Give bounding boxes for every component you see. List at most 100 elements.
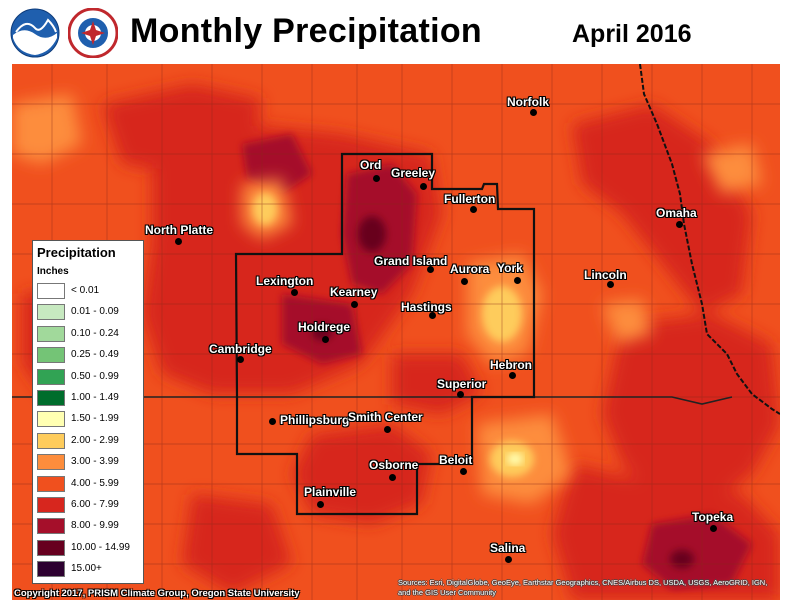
county-grid xyxy=(12,64,780,600)
zone-beloit-driest xyxy=(507,453,523,465)
map-title: Monthly Precipitation xyxy=(130,12,482,50)
legend-swatch xyxy=(37,497,65,513)
city-label-kearney: Kearney xyxy=(330,285,378,299)
legend-units: Inches xyxy=(37,266,69,277)
legend-item: 15.00+ xyxy=(37,561,141,579)
city-label-fullerton: Fullerton xyxy=(444,192,496,206)
city-dot-fullerton xyxy=(470,206,477,213)
legend-title: Precipitation xyxy=(37,245,116,260)
legend-swatch xyxy=(37,539,65,556)
legend-label: 1.50 - 1.99 xyxy=(71,413,119,425)
city-dot-osborne xyxy=(389,474,396,481)
city-dot-lexington xyxy=(291,289,298,296)
city-dot-topeka xyxy=(710,525,717,532)
precipitation-legend: Precipitation Inches < 0.01 0.01 - 0.09 0.… xyxy=(32,240,144,584)
city-dot-cambridge xyxy=(237,356,244,363)
city-dot-kearney xyxy=(351,301,358,308)
city-dot-hastings xyxy=(429,312,436,319)
legend-item: 2.00 - 2.99 xyxy=(37,432,141,451)
header: Monthly Precipitation April 2016 xyxy=(0,0,792,62)
city-label-hastings: Hastings xyxy=(401,300,452,314)
legend-item: 3.00 - 3.99 xyxy=(37,454,141,472)
city-label-aurora: Aurora xyxy=(450,262,490,276)
city-label-north-platte: North Platte xyxy=(145,223,214,237)
city-label-plainville: Plainville xyxy=(304,485,357,499)
zone-superior xyxy=(392,354,482,414)
legend-swatch xyxy=(37,432,65,449)
zone-ks-central xyxy=(292,424,432,524)
legend-swatch xyxy=(37,325,65,342)
legend-item: 6.00 - 7.99 xyxy=(37,497,141,515)
city-label-osborne: Osborne xyxy=(369,458,419,472)
state-line-ne-ks xyxy=(12,396,733,405)
city-dot-grand-island xyxy=(427,266,434,273)
legend-label: 3.00 - 3.99 xyxy=(71,456,119,468)
legend-label: 8.00 - 9.99 xyxy=(71,520,119,532)
legend-swatch xyxy=(37,475,65,492)
zone-east xyxy=(602,314,780,504)
city-label-ord: Ord xyxy=(360,158,382,172)
zone-lincoln xyxy=(602,299,652,344)
city-dot-plainville xyxy=(317,501,324,508)
legend-label: 0.25 - 0.49 xyxy=(71,349,119,361)
zone-topeka xyxy=(642,514,752,589)
zone-topeka-max xyxy=(670,550,694,568)
city-label-lexington: Lexington xyxy=(256,274,314,288)
legend-swatch xyxy=(37,454,65,471)
zone-ord-max xyxy=(358,216,386,252)
legend-swatch xyxy=(37,368,65,385)
legend-swatch xyxy=(37,518,65,535)
city-label-york: York xyxy=(497,261,523,275)
nws-logo xyxy=(67,7,119,59)
city-dot-beloit xyxy=(460,468,467,475)
city-dot-greeley xyxy=(420,183,427,190)
city-label-omaha: Omaha xyxy=(656,206,697,220)
legend-swatch xyxy=(37,411,65,428)
legend-item: 0.01 - 0.09 xyxy=(37,304,141,322)
legend-label: 1.00 - 1.49 xyxy=(71,392,119,403)
zone-nw xyxy=(102,84,262,174)
legend-item: 0.50 - 0.99 xyxy=(37,368,141,387)
city-label-hebron: Hebron xyxy=(490,358,532,372)
legend-label: < 0.01 xyxy=(71,285,100,296)
legend-item: 0.25 - 0.49 xyxy=(37,347,141,365)
zone-iowa xyxy=(702,144,762,194)
map-period: April 2016 xyxy=(572,20,692,48)
city-label-topeka: Topeka xyxy=(692,510,734,524)
zone-north xyxy=(242,134,312,194)
city-label-holdrege: Holdrege xyxy=(298,320,351,334)
city-dot-york xyxy=(514,277,521,284)
legend-label: 4.00 - 5.99 xyxy=(71,477,119,489)
legend-item: 1.00 - 1.49 xyxy=(37,390,141,408)
city-dot-ord xyxy=(373,175,380,182)
city-label-grand-island: Grand Island xyxy=(374,254,448,268)
legend-item: 10.00 - 14.99 xyxy=(37,539,141,558)
legend-label: 0.01 - 0.09 xyxy=(71,306,119,318)
city-label-salina: Salina xyxy=(490,541,526,555)
city-label-norfolk: Norfolk xyxy=(507,95,549,109)
legend-swatch xyxy=(37,390,65,406)
legend-swatch xyxy=(37,304,65,321)
city-dot-phillipsburg xyxy=(269,418,276,425)
city-dot-smith-center xyxy=(384,426,391,433)
city-dot-holdrege xyxy=(322,336,329,343)
legend-label: 0.50 - 0.99 xyxy=(71,370,119,382)
city-dot-aurora xyxy=(461,278,468,285)
copyright-credit: Copyright 2017, PRISM Climate Group, Ore… xyxy=(14,588,300,599)
legend-swatch xyxy=(37,283,65,299)
forecast-area-outline xyxy=(234,152,536,516)
legend-label: 2.00 - 2.99 xyxy=(71,434,119,446)
legend-swatch xyxy=(37,561,65,578)
noaa-logo xyxy=(10,8,60,58)
legend-item: 0.10 - 0.24 xyxy=(37,325,141,344)
city-label-smith-center: Smith Center xyxy=(348,410,423,424)
city-dot-norfolk xyxy=(530,109,537,116)
city-label-lincoln: Lincoln xyxy=(584,268,627,282)
legend-item: 8.00 - 9.99 xyxy=(37,518,141,536)
legend-item: 1.50 - 1.99 xyxy=(37,411,141,429)
city-dot-hebron xyxy=(509,372,516,379)
zone-sw xyxy=(182,494,292,594)
city-label-cambridge: Cambridge xyxy=(209,342,272,356)
legend-label: 6.00 - 7.99 xyxy=(71,499,119,510)
